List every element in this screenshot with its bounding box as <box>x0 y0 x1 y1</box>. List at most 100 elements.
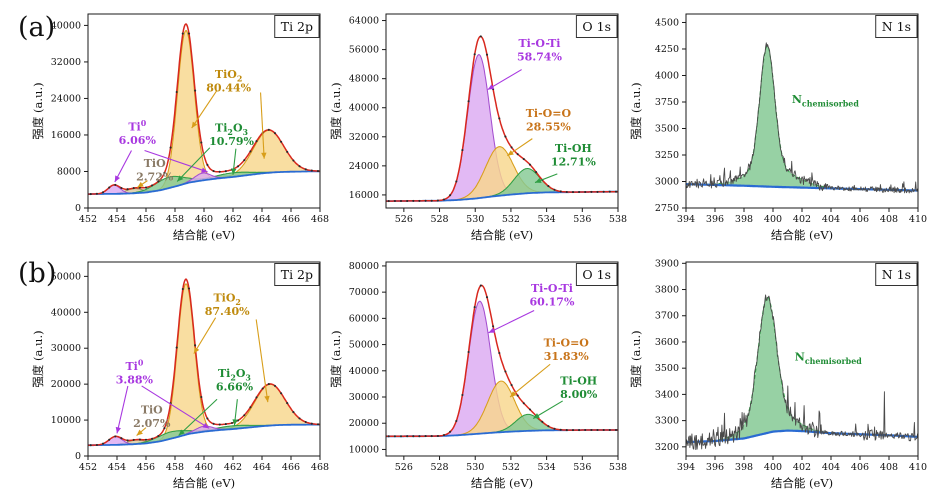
svg-text:Ti 2p: Ti 2p <box>281 19 313 34</box>
svg-text:398: 398 <box>735 462 753 473</box>
x-axis-label: 结合能 (eV) <box>173 476 235 490</box>
svg-text:468: 468 <box>311 214 329 225</box>
svg-text:464: 464 <box>253 214 271 225</box>
panel-label-b: (b) <box>18 258 57 289</box>
svg-text:50000: 50000 <box>51 271 81 282</box>
legend-box: O 1s <box>575 263 618 286</box>
svg-text:404: 404 <box>822 214 840 225</box>
axes: 526 528 530 532 534 536 538 16000 24000 32000 4000… <box>329 13 627 242</box>
svg-text:536: 536 <box>573 214 591 225</box>
svg-text:Ti-O-Ti: Ti-O-Ti <box>518 37 560 50</box>
svg-text:398: 398 <box>735 214 753 225</box>
svg-text:80000: 80000 <box>349 261 379 272</box>
svg-text:48000: 48000 <box>349 74 379 85</box>
svg-text:50000: 50000 <box>349 340 379 351</box>
svg-text:4000: 4000 <box>655 70 679 81</box>
svg-text:534: 534 <box>538 214 556 225</box>
svg-text:31.83%: 31.83% <box>544 350 589 363</box>
svg-text:3500: 3500 <box>655 123 679 134</box>
svg-text:460: 460 <box>195 462 213 473</box>
svg-text:0: 0 <box>75 451 81 462</box>
svg-text:406: 406 <box>851 462 869 473</box>
svg-text:530: 530 <box>466 462 484 473</box>
svg-text:20000: 20000 <box>349 418 379 429</box>
x-axis-label: 结合能 (eV) <box>771 476 833 490</box>
svg-text:80.44%: 80.44% <box>206 81 251 94</box>
panel-label-a: (a) <box>18 12 56 43</box>
svg-text:462: 462 <box>224 462 242 473</box>
svg-text:40000: 40000 <box>349 103 379 114</box>
svg-text:16000: 16000 <box>349 190 379 201</box>
annotation-0: Nchemisorbed <box>795 350 862 366</box>
svg-text:10.79%: 10.79% <box>209 135 254 148</box>
svg-text:458: 458 <box>166 214 184 225</box>
svg-text:3700: 3700 <box>655 311 679 322</box>
series-N <box>685 45 918 192</box>
svg-text:396: 396 <box>706 214 724 225</box>
svg-text:64000: 64000 <box>349 16 379 27</box>
svg-text:6.06%: 6.06% <box>119 134 157 147</box>
svg-text:3800: 3800 <box>655 285 679 296</box>
svg-text:454: 454 <box>108 214 126 225</box>
svg-text:466: 466 <box>282 214 300 225</box>
raw-data-dots <box>387 284 618 438</box>
svg-text:TiO: TiO <box>141 404 163 417</box>
svg-text:87.40%: 87.40% <box>205 305 250 318</box>
svg-text:402: 402 <box>793 462 811 473</box>
chart-b-o1s: 526 528 530 532 534 536 538 10000 20000 30000 4000… <box>329 261 627 490</box>
svg-text:40000: 40000 <box>51 307 81 318</box>
svg-text:40000: 40000 <box>51 20 81 31</box>
svg-text:3.88%: 3.88% <box>116 373 154 386</box>
svg-text:532: 532 <box>502 462 520 473</box>
raw-data-dots <box>89 287 320 447</box>
svg-text:396: 396 <box>706 462 724 473</box>
svg-text:10000: 10000 <box>51 415 81 426</box>
svg-text:4500: 4500 <box>655 17 679 28</box>
annotation-1: Ti-O=O31.83% <box>509 337 589 398</box>
svg-text:3000: 3000 <box>655 176 679 187</box>
svg-text:532: 532 <box>502 214 520 225</box>
y-axis-label: 强度 (a.u.) <box>629 82 643 139</box>
svg-text:466: 466 <box>282 462 300 473</box>
svg-text:462: 462 <box>224 214 242 225</box>
x-axis-label: 结合能 (eV) <box>771 228 833 242</box>
svg-text:Ti2O3: Ti2O3 <box>215 121 248 137</box>
axes: 452 454 456 458 460 462 464 466 468 0 8000 16000 240… <box>31 13 329 242</box>
svg-text:10000: 10000 <box>349 444 379 455</box>
svg-text:N 1s: N 1s <box>882 19 911 34</box>
svg-text:2.72%: 2.72% <box>136 170 174 183</box>
y-axis-label: 强度 (a.u.) <box>31 82 45 139</box>
svg-text:538: 538 <box>609 214 627 225</box>
svg-text:O 1s: O 1s <box>582 267 611 282</box>
svg-text:452: 452 <box>79 462 97 473</box>
svg-text:58.74%: 58.74% <box>517 51 562 64</box>
svg-text:40000: 40000 <box>349 366 379 377</box>
svg-text:TiO2: TiO2 <box>215 68 242 84</box>
y-axis-label: 强度 (a.u.) <box>31 330 45 387</box>
svg-text:402: 402 <box>793 214 811 225</box>
svg-text:464: 464 <box>253 462 271 473</box>
axes: 394 396 398 400 402 404 406 408 410 2750 3000 3250 3… <box>629 13 927 242</box>
svg-text:Ti0: Ti0 <box>128 119 146 134</box>
svg-text:456: 456 <box>137 462 155 473</box>
annotation-0: Nchemisorbed <box>792 93 859 109</box>
svg-text:2.07%: 2.07% <box>133 417 171 430</box>
svg-text:56000: 56000 <box>349 45 379 56</box>
svg-text:3750: 3750 <box>655 97 679 108</box>
legend-box: Ti 2p <box>274 263 320 286</box>
svg-text:3400: 3400 <box>655 389 679 400</box>
noise-trace <box>685 42 919 194</box>
svg-text:400: 400 <box>764 462 782 473</box>
axes: 452 454 456 458 460 462 464 466 468 0 10000 20000 30… <box>31 261 329 490</box>
svg-text:3900: 3900 <box>655 258 679 269</box>
legend-box: O 1s <box>575 15 618 38</box>
chart-b-ti2p: 452 454 456 458 460 462 464 466 468 0 10000 20000 30… <box>31 261 329 490</box>
x-axis-label: 结合能 (eV) <box>471 476 533 490</box>
